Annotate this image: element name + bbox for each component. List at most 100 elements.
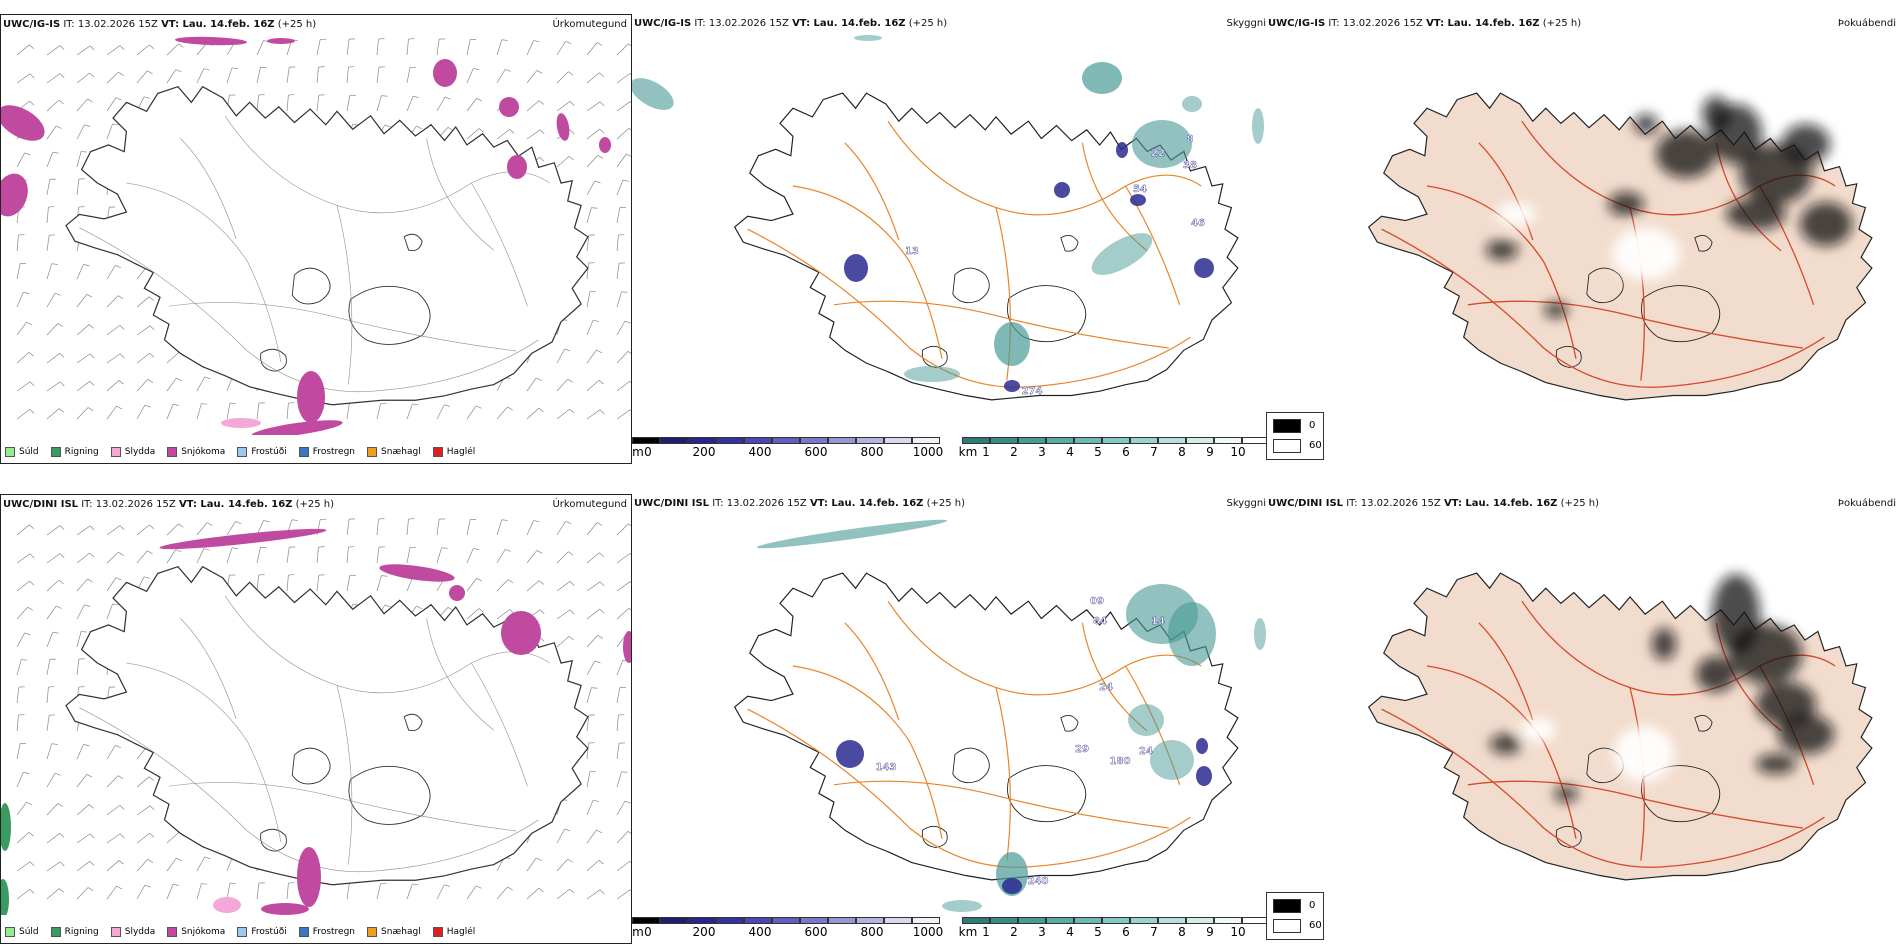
wind-barb-flag [144, 884, 151, 888]
wind-barb [586, 101, 601, 112]
wind-barb-flag [501, 39, 508, 41]
legend-item: Haglél [432, 927, 475, 937]
wind-barb [46, 179, 51, 196]
wind-barb [46, 207, 49, 224]
wind-barb [256, 403, 260, 420]
wind-barb-flag [87, 407, 94, 412]
wind-barb-flag [593, 319, 600, 322]
wind-barb-flag [591, 687, 598, 689]
cloudbase-area [844, 254, 868, 282]
visibility-area [1091, 233, 1153, 275]
wind-barb [196, 856, 205, 872]
wind-barb-flag [598, 380, 604, 385]
colorbar-tick: 4 [1066, 925, 1074, 939]
wind-barb [256, 67, 261, 84]
wind-barb-flag [441, 547, 448, 549]
wind-barb-flag [628, 43, 631, 47]
wind-barb [106, 325, 121, 336]
wind-barb-flag [447, 607, 454, 611]
wind-barb-flag [627, 831, 631, 834]
legend-label: Rigning [64, 927, 99, 937]
snow-area [267, 38, 295, 44]
wind-barb-flag [568, 551, 574, 556]
glacier-outline [1694, 234, 1713, 252]
legend-swatch [5, 447, 15, 457]
road [844, 622, 900, 721]
wind-barb-flag [119, 325, 125, 330]
cloudbase-area [836, 740, 864, 768]
wind-barb [76, 353, 91, 364]
precip-legend: Súld Rigning Slydda Snjókoma Frostúði Frostre… [5, 927, 487, 937]
road [1629, 207, 1646, 381]
glacier-outline [1007, 765, 1087, 823]
wind-barb [406, 883, 413, 900]
fog-key: 0 60 [1266, 412, 1324, 460]
colorbar-bin [1158, 437, 1186, 444]
wind-barb [16, 687, 20, 704]
wind-barb-flag [59, 833, 65, 838]
wind-barb [316, 575, 320, 592]
wind-barb [106, 265, 116, 280]
ceiling-map-top: 8 22 38 54 46 13 274 [632, 35, 1264, 401]
wind-barb [226, 521, 236, 536]
legend-item: Frostregn [298, 927, 355, 937]
wind-barb [496, 609, 510, 620]
wind-barb-flag [54, 292, 61, 296]
wind-barb [46, 99, 59, 112]
wind-barb-flag [89, 381, 95, 386]
wind-barb [586, 552, 600, 564]
legend-label: Slydda [124, 927, 156, 937]
precip-legend: Súld Rigning Slydda Snjókoma Frostúði Frostre… [5, 447, 487, 457]
wind-barb-flag [263, 520, 270, 523]
wind-barb-flag [149, 832, 155, 838]
wind-barb [466, 68, 474, 84]
glacier-outline [1060, 714, 1079, 732]
visibility-area [994, 322, 1030, 366]
wind-barb [106, 71, 119, 84]
wind-barb [616, 263, 620, 280]
wind-barb [136, 832, 150, 844]
cloudbase-area [1004, 380, 1020, 392]
wind-barb [316, 67, 319, 84]
legend-label: Haglél [446, 447, 476, 457]
wind-barb-flag [59, 353, 65, 358]
wind-barb [526, 857, 537, 872]
ceiling-panel-bottom: UWC/DINI ISL IT: 13.02.2026 15Z VT: Lau.… [632, 494, 1266, 944]
wind-barb-flag [533, 520, 540, 523]
wind-barb-flag [115, 745, 122, 748]
wind-barb [466, 578, 477, 592]
glacier-outline [1641, 285, 1721, 343]
wind-barb-flag [564, 348, 571, 352]
wind-barb-flag [89, 353, 95, 359]
wind-barb [526, 580, 540, 592]
wind-barb-flag [621, 771, 628, 773]
colorbar-bin [660, 917, 688, 924]
legend-item: Slydda [110, 927, 156, 937]
wind-barb [466, 39, 471, 56]
wind-barb [286, 403, 289, 420]
snow-area [501, 611, 541, 655]
fog-key-low: 0 [1309, 900, 1316, 911]
wind-barb [616, 607, 630, 620]
wind-barb [106, 886, 117, 900]
wind-barb-flag [59, 553, 65, 559]
wind-barb-flag [29, 44, 35, 49]
wind-barb-flag [478, 608, 484, 613]
wind-barb-flag [149, 296, 155, 301]
legend-item: Frostúði [237, 447, 287, 457]
wind-barb-flag [115, 265, 122, 268]
wind-barb [586, 235, 590, 252]
precip-map-top [1, 36, 631, 435]
colorbar-bin [800, 437, 828, 444]
snow-area [499, 97, 519, 117]
wind-barb [46, 715, 50, 732]
precip-title: Úrkomutegund [552, 19, 627, 30]
wind-barb [496, 579, 509, 592]
wind-barb [46, 803, 59, 816]
wind-barb [346, 403, 350, 420]
wind-barb [16, 832, 30, 844]
colorbar-tick: 8 [1178, 445, 1186, 459]
snow-area [1, 173, 28, 217]
wind-barb-flag [538, 580, 545, 585]
wind-barb-flag [536, 857, 542, 861]
